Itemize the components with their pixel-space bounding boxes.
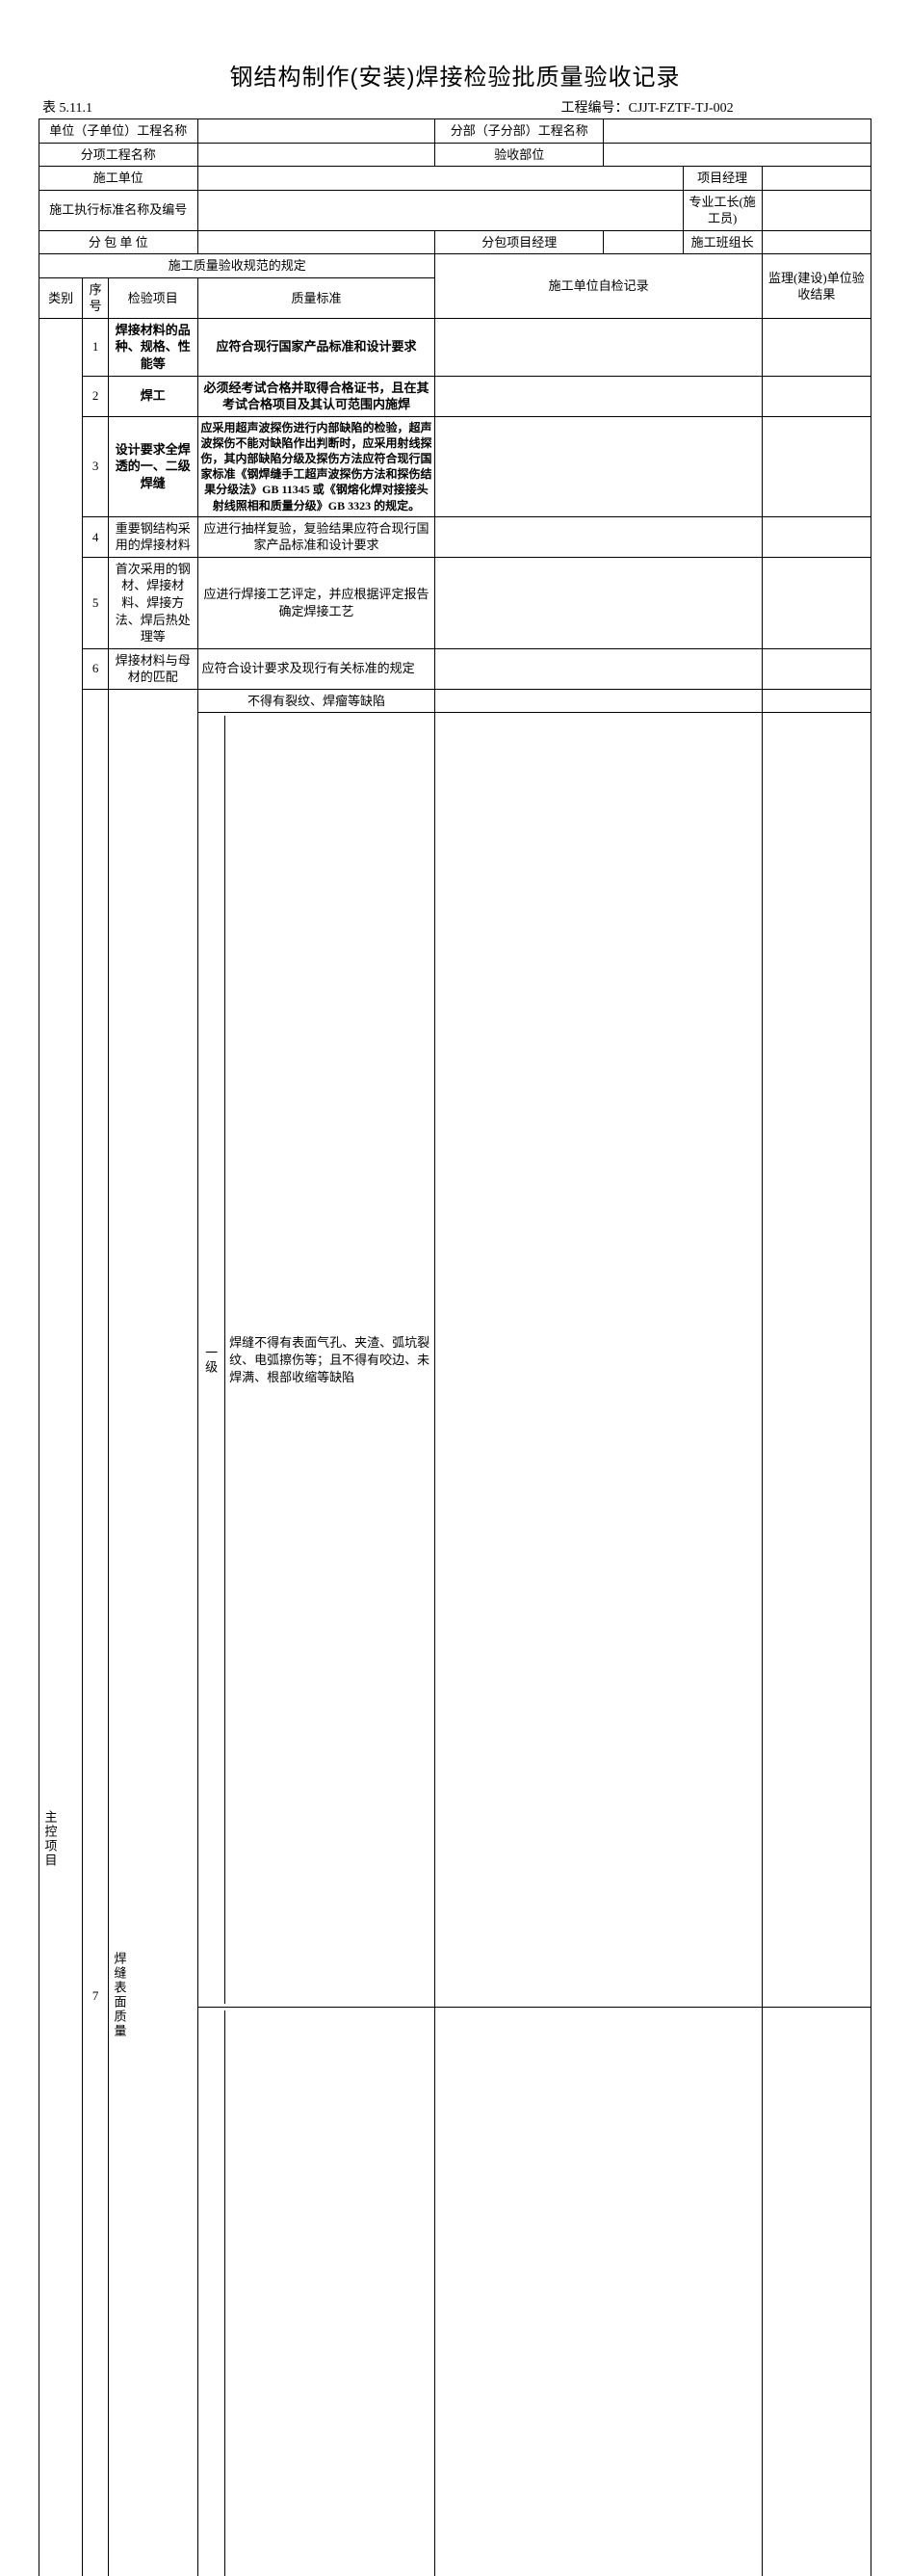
std-m1: 应符合现行国家产品标准和设计要求 — [197, 318, 435, 376]
seq-m7: 7 — [83, 689, 109, 2576]
field-sub-pm[interactable] — [604, 230, 683, 254]
label-sub-unit: 分 包 单 位 — [39, 230, 198, 254]
header-seq: 序号 — [83, 277, 109, 318]
std-m7-l1: 一级 焊缝不得有表面气孔、夹渣、弧坑裂纹、电弧擦伤等；且不得有咬边、未焊满、根部… — [197, 713, 435, 2008]
label-team-leader: 施工班组长 — [683, 230, 762, 254]
field-sub-unit[interactable] — [197, 230, 435, 254]
check-m7a[interactable] — [435, 689, 762, 713]
header-supervision: 监理(建设)单位验收结果 — [762, 254, 871, 319]
result-m4[interactable] — [762, 516, 871, 557]
item-m2: 焊工 — [108, 376, 197, 416]
item-m6: 焊接材料与母材的匹配 — [108, 648, 197, 689]
seq-m4: 4 — [83, 516, 109, 557]
inspection-table: 单位（子单位）工程名称 分部（子分部）工程名称 分项工程名称 验收部位 施工单位… — [39, 118, 871, 2576]
check-m2[interactable] — [435, 376, 762, 416]
header-item: 检验项目 — [108, 277, 197, 318]
check-m4[interactable] — [435, 516, 762, 557]
result-m5[interactable] — [762, 557, 871, 648]
label-pm: 项目经理 — [683, 167, 762, 191]
result-m7c[interactable] — [762, 2008, 871, 2576]
result-m7a[interactable] — [762, 689, 871, 713]
std-m5: 应进行焊接工艺评定，并应根据评定报告确定焊接工艺 — [197, 557, 435, 648]
category-main: 主控项目 — [39, 318, 83, 2576]
check-m1[interactable] — [435, 318, 762, 376]
check-m7c[interactable] — [435, 2008, 762, 2576]
label-construct-unit: 施工单位 — [39, 167, 198, 191]
result-m3[interactable] — [762, 416, 871, 516]
field-construct-unit[interactable] — [197, 167, 683, 191]
field-item-project[interactable] — [197, 143, 435, 167]
result-m7b[interactable] — [762, 713, 871, 2008]
header-self-check: 施工单位自检记录 — [435, 254, 762, 319]
field-standard[interactable] — [197, 190, 683, 230]
seq-m6: 6 — [83, 648, 109, 689]
check-m5[interactable] — [435, 557, 762, 648]
label-unit-project: 单位（子单位）工程名称 — [39, 119, 198, 144]
item-m7: 焊缝表面质量 — [108, 689, 197, 2576]
seq-m3: 3 — [83, 416, 109, 516]
field-foreman[interactable] — [762, 190, 871, 230]
item-m1: 焊接材料的品种、规格、性能等 — [108, 318, 197, 376]
project-code-value: CJJT-FZTF-TJ-002 — [629, 101, 734, 116]
field-team-leader[interactable] — [762, 230, 871, 254]
seq-m1: 1 — [83, 318, 109, 376]
field-pm[interactable] — [762, 167, 871, 191]
header-category: 类别 — [39, 277, 83, 318]
seq-m5: 5 — [83, 557, 109, 648]
label-sub-project: 分部（子分部）工程名称 — [435, 119, 604, 144]
header-std: 质量标准 — [197, 277, 435, 318]
item-m3: 设计要求全焊透的一、二级焊缝 — [108, 416, 197, 516]
result-m6[interactable] — [762, 648, 871, 689]
field-sub-project[interactable] — [604, 119, 871, 144]
std-m6: 应符合设计要求及现行有关标准的规定 — [197, 648, 435, 689]
header-spec: 施工质量验收规范的规定 — [39, 254, 435, 278]
result-m2[interactable] — [762, 376, 871, 416]
check-m3[interactable] — [435, 416, 762, 516]
check-m7b[interactable] — [435, 713, 762, 2008]
table-number: 表 5.11.1 — [42, 97, 350, 117]
label-standard: 施工执行标准名称及编号 — [39, 190, 198, 230]
std-m7-top: 不得有裂纹、焊瘤等缺陷 — [197, 689, 435, 713]
project-code: 工程编号：CJJT-FZTF-TJ-002 — [350, 97, 869, 117]
check-m6[interactable] — [435, 648, 762, 689]
field-unit-project[interactable] — [197, 119, 435, 144]
std-m3: 应采用超声波探伤进行内部缺陷的检验，超声波探伤不能对缺陷作出判断时，应采用射线探… — [197, 416, 435, 516]
seq-m2: 2 — [83, 376, 109, 416]
header-meta: 表 5.11.1 工程编号：CJJT-FZTF-TJ-002 — [39, 97, 871, 117]
std-m2: 必须经考试合格并取得合格证书，且在其考试合格项目及其认可范围内施焊 — [197, 376, 435, 416]
field-accept-part[interactable] — [604, 143, 871, 167]
label-accept-part: 验收部位 — [435, 143, 604, 167]
std-m4: 应进行抽样复验，复验结果应符合现行国家产品标准和设计要求 — [197, 516, 435, 557]
project-code-label: 工程编号： — [561, 101, 629, 116]
result-m1[interactable] — [762, 318, 871, 376]
label-foreman: 专业工长(施工员) — [683, 190, 762, 230]
std-m7-l2: 二级 焊缝不得有表面气孔、夹渣、弧坑裂纹、电弧擦伤等缺陷 — [197, 2008, 435, 2576]
item-m5: 首次采用的钢材、焊接材料、焊接方法、焊后热处理等 — [108, 557, 197, 648]
label-item-project: 分项工程名称 — [39, 143, 198, 167]
document-title: 钢结构制作(安装)焊接检验批质量验收记录 — [39, 58, 871, 92]
item-m4: 重要钢结构采用的焊接材料 — [108, 516, 197, 557]
label-sub-pm: 分包项目经理 — [435, 230, 604, 254]
